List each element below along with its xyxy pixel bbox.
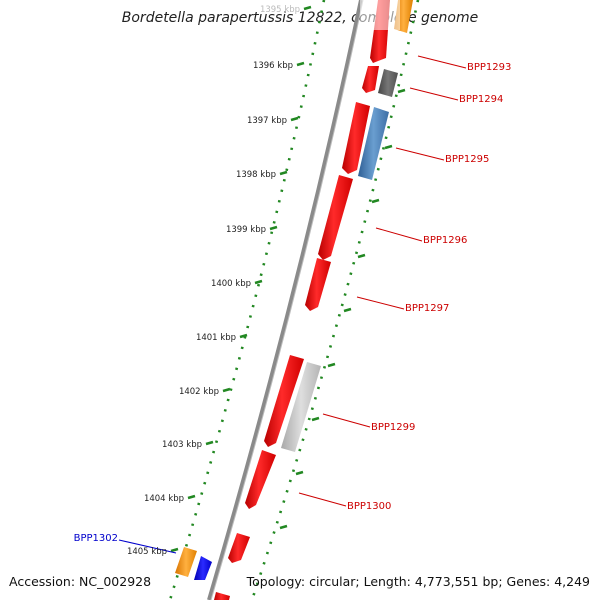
kbp-major-tick [205, 440, 214, 446]
gene-label: BPP1294 [459, 94, 503, 105]
outer-major-tick [384, 144, 393, 150]
gene-leader-line [118, 539, 177, 554]
outer-major-tick [295, 470, 304, 476]
kbp-major-tick [296, 61, 305, 67]
kbp-label: 1401 kbp [196, 333, 236, 343]
kbp-major-tick [222, 387, 231, 393]
kbp-major-tick [170, 547, 179, 553]
kbp-major-tick [239, 333, 248, 339]
gene-leader-line [356, 296, 405, 310]
gene-label: BPP1295 [445, 154, 489, 165]
gene-leader-line [409, 87, 459, 101]
gene-arrow [245, 450, 276, 509]
gene-label: BPP1297 [405, 303, 449, 314]
accession-text: Accession: NC_002928 [9, 574, 152, 589]
kbp-label: 1397 kbp [247, 116, 287, 126]
gene-arrow [358, 107, 389, 180]
gene-arrow [228, 533, 250, 563]
gene-arrow [362, 66, 379, 93]
outer-major-tick [371, 198, 380, 204]
gene-arrow [194, 556, 212, 580]
kbp-label: 1400 kbp [211, 279, 251, 289]
gene-leader-line [322, 413, 371, 428]
kbp-label: 1396 kbp [253, 61, 293, 71]
outer-major-tick [357, 253, 366, 259]
gene-label: BPP1302 [74, 533, 118, 544]
gene-arrow [281, 362, 321, 452]
gene-leader-line [298, 492, 347, 507]
kbp-major-tick [254, 279, 263, 285]
gene-leader-line [417, 55, 467, 69]
gene-leader-line [375, 227, 423, 242]
kbp-label: 1399 kbp [226, 225, 266, 235]
kbp-major-tick [187, 494, 196, 500]
kbp-major-tick [279, 170, 288, 176]
gene-label: BPP1299 [371, 422, 415, 433]
gene-arrow [342, 102, 370, 174]
kbp-major-tick [290, 116, 299, 122]
backbone-line [207, 0, 363, 600]
kbp-label: 1403 kbp [162, 440, 202, 450]
outer-major-tick [397, 88, 406, 94]
outer-tick-ring [250, 0, 420, 600]
outer-major-tick [343, 307, 352, 313]
gene-label: BPP1296 [423, 235, 467, 246]
gene-arrow [318, 175, 353, 260]
kbp-label: 1404 kbp [144, 494, 184, 504]
gene-label: BPP1300 [347, 501, 391, 512]
kbp-major-tick [303, 5, 312, 11]
gene-arrow [175, 547, 197, 577]
kbp-label: 1398 kbp [236, 170, 276, 180]
gene-arrow [305, 258, 331, 311]
kbp-label: 1395 kbp [260, 5, 300, 15]
gene-arrow [214, 592, 230, 600]
outer-major-tick [279, 524, 288, 530]
outer-major-tick [311, 416, 320, 422]
outer-major-tick [327, 362, 336, 368]
gene-leader-line [395, 147, 445, 161]
gene-label: BPP1293 [467, 62, 511, 73]
gene-arrow [264, 355, 304, 447]
genome-stats-text: Topology: circular; Length: 4,773,551 bp… [246, 574, 590, 589]
fade-overlay [360, 0, 400, 30]
kbp-major-tick [269, 225, 278, 231]
kbp-label: 1402 kbp [179, 387, 219, 397]
inner-tick-ring [168, 0, 326, 600]
kbp-label: 1405 kbp [127, 547, 167, 557]
gene-arrow [378, 69, 398, 97]
backbone-highlight [210, 0, 364, 600]
